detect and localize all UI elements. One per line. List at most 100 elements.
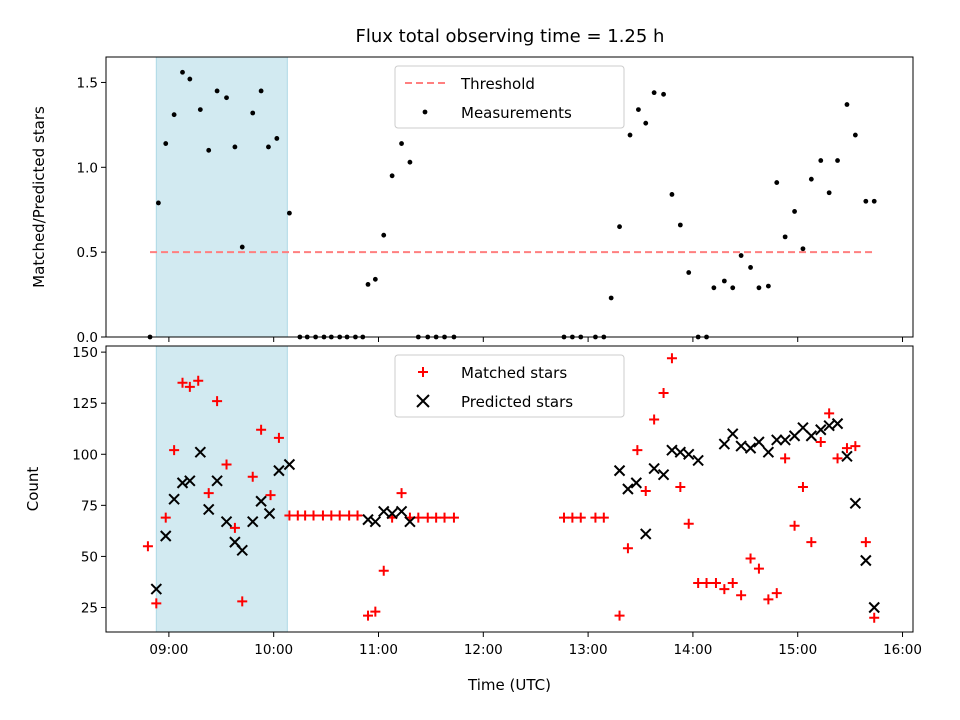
matched-star-point: [860, 537, 871, 548]
predicted-star-point: [395, 505, 408, 518]
measurement-point: [765, 283, 771, 289]
matched-star-point: [431, 512, 442, 523]
measurement-point: [835, 158, 840, 163]
matched-star-point: [771, 588, 782, 599]
predicted-star-point: [648, 462, 660, 475]
predicted-star-point: [362, 513, 374, 526]
measurement-point: [250, 110, 256, 116]
y-tick-label: 0.0: [77, 330, 98, 346]
y-tick-label: 100: [72, 447, 98, 463]
matched-star-point: [317, 510, 328, 521]
matched-star-point: [575, 512, 586, 523]
measurement-point: [686, 270, 692, 275]
matched-star-point: [151, 598, 162, 609]
matched-star-point: [370, 606, 381, 617]
chart-title: Flux total observing time = 1.25 h: [356, 26, 665, 47]
measurement-point: [608, 295, 614, 301]
matched-star-point: [736, 590, 747, 601]
matched-star-point: [169, 445, 180, 456]
matched-star-point: [869, 612, 880, 623]
matched-star-point: [753, 563, 764, 574]
measurement-point: [232, 144, 238, 150]
y-tick-label: 75: [81, 498, 98, 514]
predicted-star-point: [613, 464, 626, 477]
x-tick-label: 16:00: [883, 642, 922, 658]
measurement-point: [171, 112, 177, 118]
measurement-point: [730, 285, 736, 291]
matched-star-point: [632, 445, 643, 456]
measurement-point: [239, 244, 245, 250]
measurement-point: [818, 158, 824, 163]
measurement-point: [711, 285, 717, 291]
x-axis-label: Time (UTC): [467, 676, 551, 694]
measurement-point: [266, 144, 271, 150]
predicted-star-point: [211, 475, 223, 487]
predicted-star-point: [753, 436, 765, 448]
predicted-star-point: [762, 446, 775, 458]
matched-star-point: [422, 512, 433, 523]
predicted-star-point: [220, 515, 233, 528]
x-tick-label: 10:00: [254, 642, 293, 658]
x-tick-label: 14:00: [673, 642, 712, 658]
measurement-point: [180, 69, 185, 75]
legend-box: [394, 354, 625, 418]
predicted-star-point: [622, 483, 634, 495]
x-tick-label: 09:00: [149, 642, 188, 658]
predicted-star-point: [771, 434, 783, 446]
measurement-point: [274, 136, 280, 141]
predicted-star-point: [674, 446, 687, 458]
legend-label: Measurements: [461, 104, 572, 122]
matched-star-point: [184, 381, 195, 392]
measurement-point: [163, 141, 169, 146]
matched-star-point: [658, 387, 669, 398]
predicted-star-point: [657, 468, 670, 481]
legend-matched-swatch: [418, 367, 428, 377]
matched-star-point: [780, 453, 791, 464]
y-tick-label: 150: [72, 345, 98, 361]
matched-star-point: [675, 481, 686, 492]
matched-star-point: [806, 537, 817, 548]
matched-star-point: [247, 471, 258, 482]
matched-star-point: [815, 437, 826, 448]
y-tick-label: 50: [81, 549, 98, 565]
matched-star-point: [221, 459, 232, 470]
predicted-star-point: [168, 493, 180, 505]
legend-label: Matched stars: [461, 364, 567, 382]
top-panel: 0.0 0.5 1.0 1.5 Matched/Predicted stars Thres…: [30, 56, 914, 346]
matched-star-point: [363, 610, 374, 621]
matched-star-point: [142, 541, 153, 552]
matched-star-point: [378, 565, 389, 576]
matched-star-point: [193, 375, 204, 386]
matched-star-point: [622, 543, 633, 554]
matched-star-point: [727, 577, 738, 588]
predicted-star-point: [184, 475, 196, 487]
matched-star-point: [683, 518, 694, 529]
measurement-point: [800, 246, 806, 252]
matched-star-point: [203, 488, 214, 499]
measurement-point: [636, 107, 641, 113]
matched-star-point: [448, 512, 459, 523]
matched-star-point: [614, 610, 625, 621]
predicted-star-point: [860, 554, 872, 567]
measurement-point: [792, 209, 797, 214]
matched-star-point: [439, 512, 450, 523]
matched-star-point: [334, 510, 345, 521]
matched-star-point: [850, 441, 861, 452]
measurement-point: [287, 210, 292, 216]
predicted-star-point: [255, 495, 267, 507]
predicted-star-point: [150, 583, 163, 595]
matched-star-point: [326, 510, 337, 521]
matched-star-point: [284, 510, 295, 521]
legend-measurement-swatch: [422, 109, 428, 115]
measurement-point: [721, 278, 727, 284]
shaded-region: [155, 345, 288, 633]
matched-star-point: [160, 512, 171, 523]
matched-star-point: [590, 512, 601, 523]
predicted-star-point: [805, 430, 818, 442]
matched-star-point: [265, 490, 276, 501]
measurement-point: [852, 132, 858, 138]
matched-star-point: [763, 594, 774, 605]
matched-star-point: [666, 353, 677, 364]
predicted-star-point: [263, 507, 276, 520]
